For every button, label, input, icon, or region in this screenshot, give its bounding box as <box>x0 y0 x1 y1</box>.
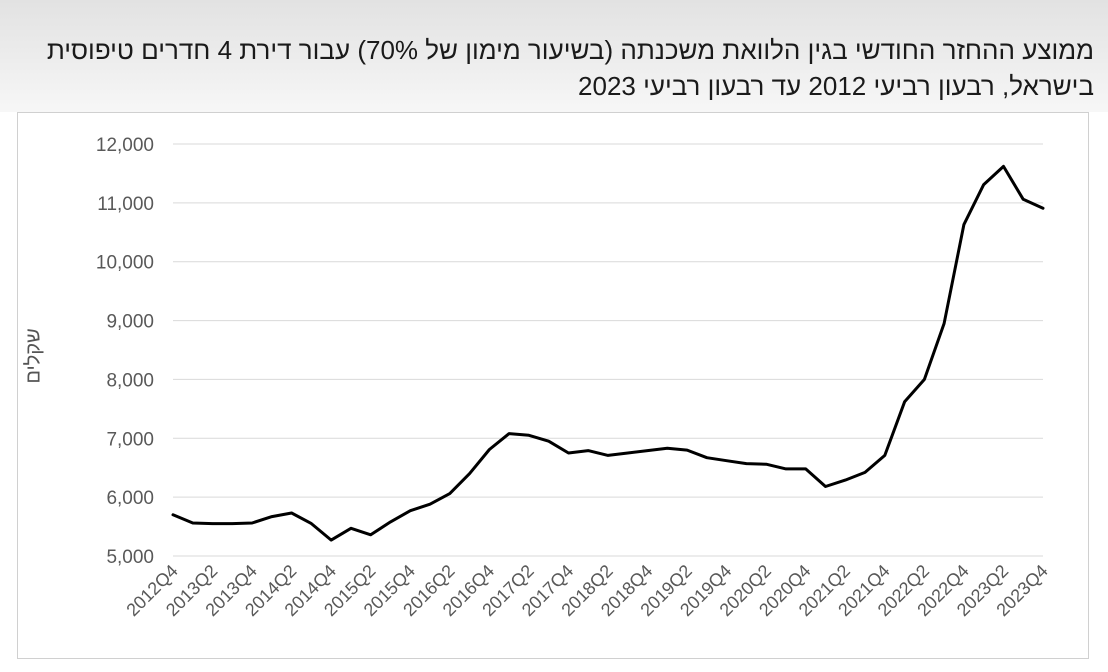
title-band <box>0 0 1108 112</box>
gridlines <box>173 143 1043 557</box>
y-tick-labels: 5,000 6,000 7,000 8,000 9,000 10,000 11,000 12,… <box>96 135 154 568</box>
y-tick-label: 7,000 <box>106 429 154 450</box>
chart-title: ממוצע ההחזר החודשי בגין הלוואת משכנתה (ב… <box>46 35 1094 101</box>
x-tick-labels: 2012Q42013Q22013Q42014Q22014Q42015Q22015… <box>122 561 1051 620</box>
y-tick-label: 5,000 <box>106 547 154 568</box>
y-tick-label: 10,000 <box>96 253 154 274</box>
y-tick-label: 12,000 <box>96 135 154 156</box>
y-tick-label: 11,000 <box>97 194 154 215</box>
series <box>171 164 1045 542</box>
y-tick-label: 6,000 <box>106 488 154 509</box>
y-tick-label: 9,000 <box>106 312 154 333</box>
y-tick-label: 8,000 <box>106 370 154 391</box>
series-line <box>171 164 1045 542</box>
